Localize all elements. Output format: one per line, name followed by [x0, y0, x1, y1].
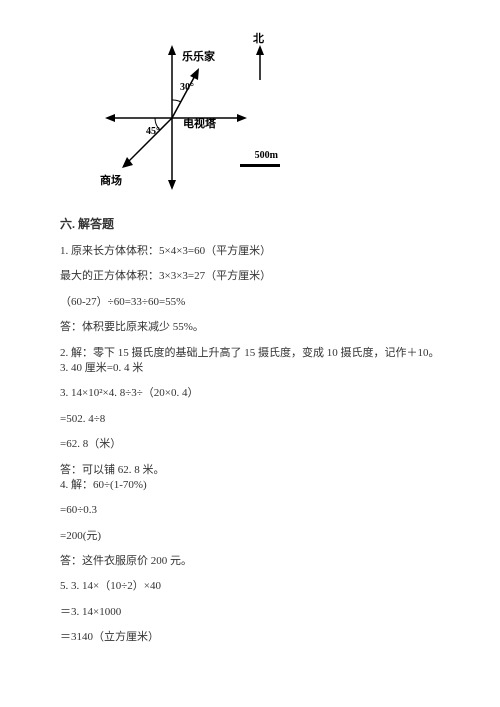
answer-line: 答：可以铺 62. 8 米。 — [60, 463, 440, 478]
answer-lines: 1. 原来长方体体积：5×4×3=60（平方厘米） 最大的正方体体积：3×3×3=… — [60, 244, 440, 646]
label-tower: 电视塔 — [183, 115, 216, 131]
label-mall: 商场 — [100, 172, 122, 188]
answer-line: 答：这件衣服原价 200 元。 — [60, 554, 440, 569]
answer-line: 3. 14×10²×4. 8÷3÷（20×0. 4） — [60, 386, 440, 401]
answer-line: =62. 8（米） — [60, 437, 440, 452]
answer-line: =502. 4÷8 — [60, 412, 440, 427]
answer-line: ＝3140（立方厘米） — [60, 630, 440, 645]
label-angle2: 45° — [146, 126, 160, 137]
label-scale: 500m — [255, 150, 278, 161]
answer-line: 答：体积要比原来减少 55%。 — [60, 320, 440, 335]
answer-line: =60÷0.3 — [60, 503, 440, 518]
answer-line: ＝3. 14×1000 — [60, 605, 440, 620]
answer-line: 3. 40 厘米=0. 4 米 — [60, 361, 440, 376]
answer-line: 1. 原来长方体体积：5×4×3=60（平方厘米） — [60, 244, 440, 259]
answer-line: 2. 解：零下 15 摄氏度的基础上升高了 15 摄氏度，变成 10 摄氏度，记… — [60, 346, 440, 361]
scale-bar-line — [240, 164, 280, 167]
answer-line: =200(元) — [60, 529, 440, 544]
label-angle1: 30° — [180, 82, 194, 93]
direction-diagram: 北 乐乐家 30° 电视塔 45° 商场 500m — [90, 30, 290, 195]
answer-line: 5. 3. 14×（10÷2）×40 — [60, 579, 440, 594]
answer-line: 4. 解：60÷(1-70%) — [60, 478, 440, 493]
label-home: 乐乐家 — [182, 48, 215, 64]
section-header: 六. 解答题 — [60, 215, 440, 232]
answer-line: （60-27）÷60=33÷60=55% — [60, 295, 440, 310]
label-north: 北 — [253, 30, 264, 46]
answer-line: 最大的正方体体积：3×3×3=27（平方厘米） — [60, 269, 440, 284]
